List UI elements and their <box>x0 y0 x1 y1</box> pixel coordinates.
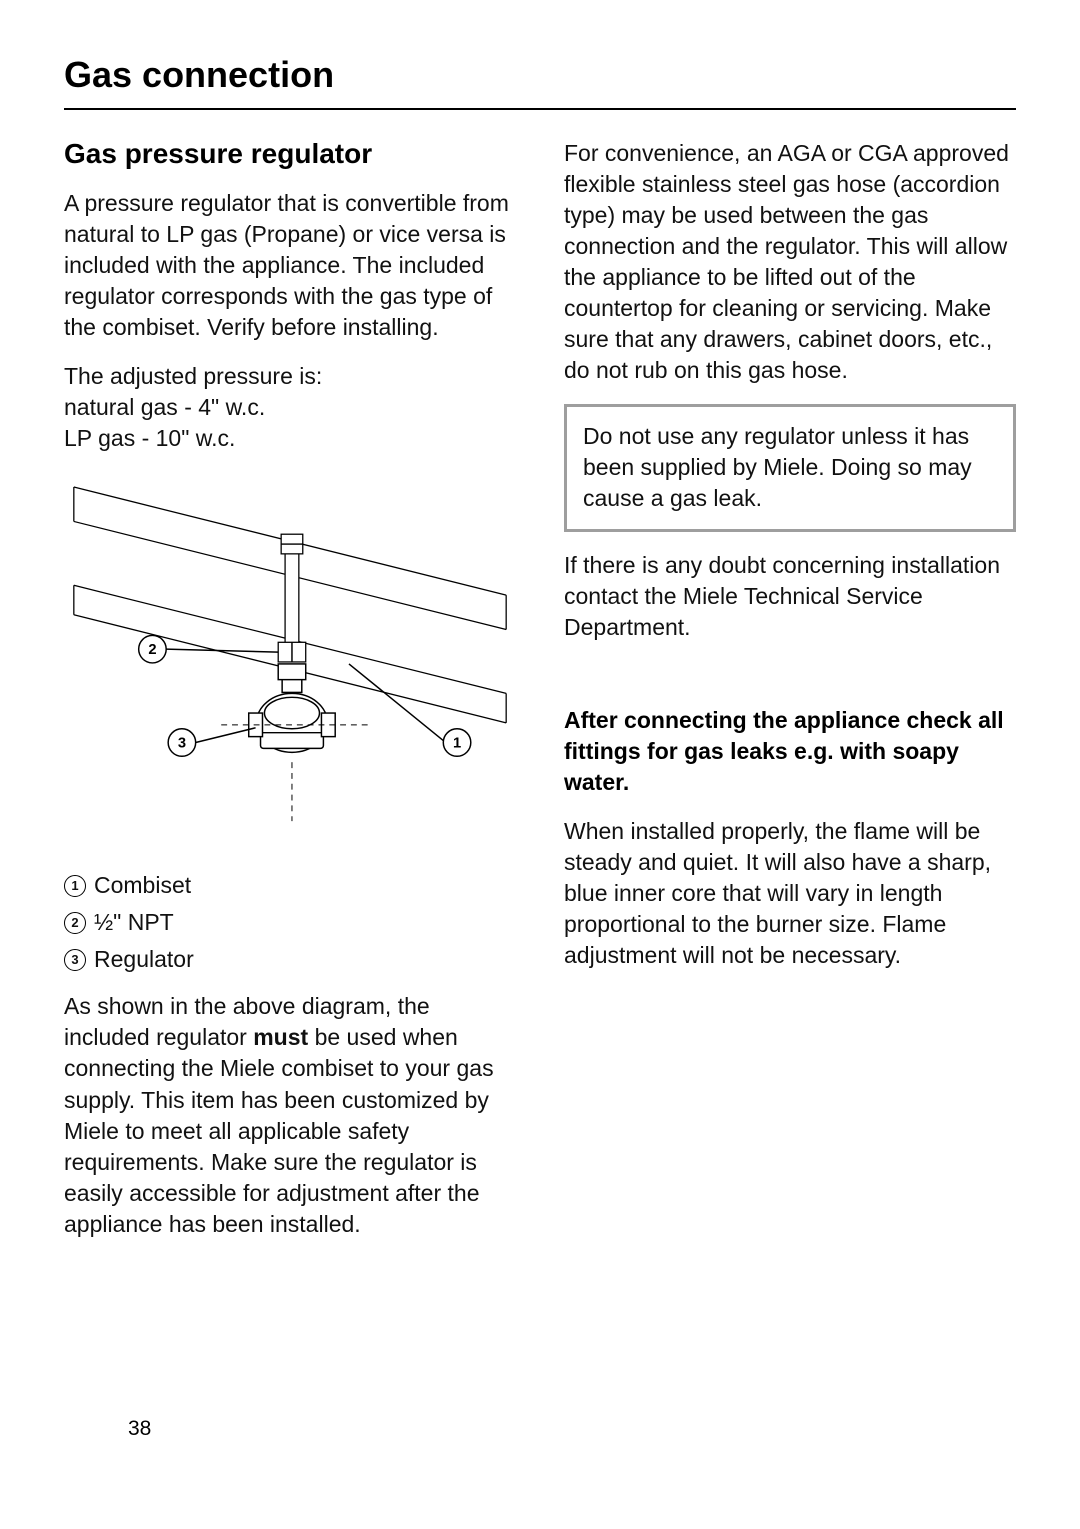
diagram-label-2: 2 <box>148 642 156 658</box>
diagram-label-1: 1 <box>453 736 461 752</box>
regulator-must-paragraph: As shown in the above diagram, the inclu… <box>64 991 516 1239</box>
must-word: must <box>253 1024 308 1050</box>
legend-label-3: Regulator <box>94 946 194 973</box>
page-number: 38 <box>128 1417 151 1441</box>
legend-label-2: ½" NPT <box>94 909 174 936</box>
pressure-natural: natural gas - 4" w.c. <box>64 392 516 423</box>
legend-num-3: 3 <box>64 949 86 971</box>
warning-callout: Do not use any regulator unless it has b… <box>564 404 1016 531</box>
hose-paragraph: For convenience, an AGA or CGA approved … <box>564 138 1016 386</box>
pressure-intro: The adjusted pressure is: <box>64 361 516 392</box>
intro-paragraph: A pressure regulator that is convertible… <box>64 188 516 343</box>
spacer <box>564 661 1016 705</box>
pressure-lp: LP gas - 10" w.c. <box>64 423 516 454</box>
legend-num-1: 1 <box>64 875 86 897</box>
left-column: Gas pressure regulator A pressure regula… <box>64 138 516 1258</box>
legend-item-2: 2 ½" NPT <box>64 909 516 936</box>
diagram-legend: 1 Combiset 2 ½" NPT 3 Regulator <box>64 872 516 973</box>
legend-num-2: 2 <box>64 912 86 934</box>
pressure-block: The adjusted pressure is: natural gas - … <box>64 361 516 454</box>
leak-check-heading: After connecting the appliance check all… <box>564 705 1016 798</box>
diagram-label-3: 3 <box>178 736 186 752</box>
legend-item-3: 3 Regulator <box>64 946 516 973</box>
legend-item-1: 1 Combiset <box>64 872 516 899</box>
page-title: Gas connection <box>64 54 1016 110</box>
right-column: For convenience, an AGA or CGA approved … <box>564 138 1016 1258</box>
flame-paragraph: When installed properly, the flame will … <box>564 816 1016 971</box>
content-columns: Gas pressure regulator A pressure regula… <box>64 138 1016 1258</box>
legend-label-1: Combiset <box>94 872 191 899</box>
section-heading: Gas pressure regulator <box>64 138 516 170</box>
regulator-diagram: 2 3 1 <box>64 464 516 854</box>
doubt-paragraph: If there is any doubt concerning install… <box>564 550 1016 643</box>
